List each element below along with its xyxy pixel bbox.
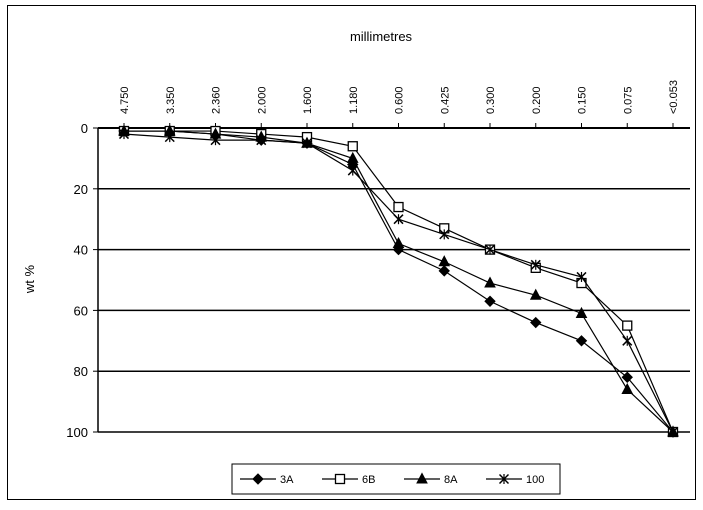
x-tick-label: 0.150 bbox=[577, 86, 589, 114]
data-point bbox=[530, 316, 542, 329]
data-point bbox=[621, 371, 633, 383]
x-tick-label: 0.600 bbox=[394, 86, 406, 114]
data-point bbox=[301, 138, 313, 149]
data-point bbox=[256, 135, 267, 146]
data-point bbox=[530, 259, 541, 270]
data-point bbox=[164, 132, 175, 143]
data-point bbox=[438, 255, 451, 267]
legend-label: 6B bbox=[362, 474, 375, 486]
x-tick-label: 0.075 bbox=[622, 86, 634, 114]
data-point bbox=[118, 129, 130, 140]
data-point bbox=[393, 201, 404, 213]
legend-item: 100 bbox=[486, 473, 544, 486]
legend-label: 8A bbox=[444, 474, 458, 486]
legend-label: 100 bbox=[526, 474, 544, 486]
data-point bbox=[347, 165, 358, 176]
legend: 3A 6B 8A 100 bbox=[231, 463, 561, 495]
data-point bbox=[210, 135, 221, 146]
x-tick-label: 1.180 bbox=[348, 86, 360, 114]
x-tick-label: 2.000 bbox=[256, 86, 268, 114]
x-tick-label: 0.425 bbox=[439, 86, 451, 114]
data-point bbox=[347, 141, 358, 152]
data-point bbox=[346, 151, 359, 163]
legend-item: 6B bbox=[322, 473, 375, 486]
y-tick-label: 20 bbox=[74, 182, 88, 197]
chart-title: millimetres bbox=[350, 29, 413, 44]
data-point bbox=[484, 276, 496, 288]
x-tick-label: <0.053 bbox=[668, 80, 680, 114]
legend-item: 8A bbox=[404, 472, 458, 486]
axis-layer: 0 20 40 60 80 100 4.750 3.350 2.360 2.000 1.600 1.1… bbox=[66, 80, 680, 440]
data-point bbox=[529, 288, 542, 300]
x-tick-label: 0.200 bbox=[531, 86, 543, 114]
data-point bbox=[622, 320, 633, 331]
data-point bbox=[622, 335, 633, 346]
legend-box bbox=[231, 463, 561, 495]
data-point bbox=[576, 271, 587, 282]
x-tick-label: 0.300 bbox=[485, 86, 497, 114]
y-tick-label: 60 bbox=[74, 303, 88, 318]
y-tick-label: 40 bbox=[74, 243, 88, 258]
x-tick-label: 1.600 bbox=[302, 86, 314, 114]
series-4 bbox=[118, 129, 679, 438]
x-tick-label: 2.360 bbox=[211, 86, 223, 114]
data-point bbox=[484, 244, 496, 255]
y-tick-label: 0 bbox=[81, 121, 88, 136]
data-point bbox=[439, 229, 450, 240]
y-tick-label: 80 bbox=[74, 364, 88, 379]
x-tick-label: 4.750 bbox=[119, 86, 131, 114]
data-point bbox=[575, 335, 588, 347]
data-point bbox=[416, 472, 428, 484]
chart-border bbox=[7, 5, 696, 500]
data-point bbox=[392, 236, 405, 249]
y-axis-label: wt % bbox=[22, 264, 37, 294]
data-point bbox=[484, 295, 496, 307]
data-point bbox=[438, 265, 450, 277]
data-point bbox=[667, 426, 679, 438]
data-point bbox=[393, 214, 404, 225]
x-tick-label: 3.350 bbox=[165, 86, 177, 114]
data-point bbox=[621, 382, 634, 394]
y-tick-label: 100 bbox=[66, 425, 88, 440]
data-point bbox=[498, 473, 510, 485]
legend-item: 3A bbox=[240, 473, 294, 486]
data-point bbox=[575, 306, 588, 318]
legend-label: 3A bbox=[280, 474, 294, 486]
series-layer bbox=[118, 124, 679, 438]
data-point bbox=[252, 473, 264, 485]
data-point bbox=[334, 473, 346, 485]
